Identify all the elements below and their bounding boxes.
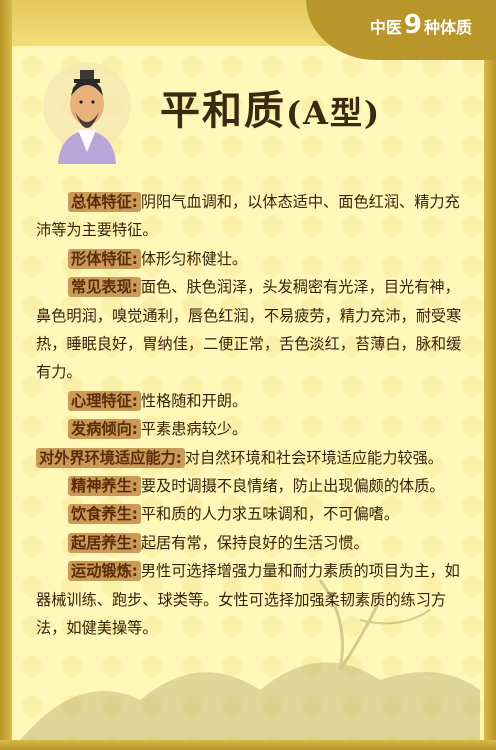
section-text: 阴阳气血调和，以体态适中、面色红润、精力充沛等为主要特征。 — [36, 193, 460, 240]
section-row: 心理特征: 性格随和开朗。 — [36, 387, 464, 415]
section-label: 精神养生: — [68, 476, 141, 497]
header-number: 9 — [403, 10, 422, 40]
section-row: 精神养生: 要及时调摄不良情绪，防止出现偏颇的体质。 — [36, 472, 464, 500]
section-text: 平素患病较少。 — [140, 420, 248, 439]
section-text: 体形匀称健壮。 — [140, 249, 248, 268]
section-text: 面色、肤色润泽，头发稠密有光泽，目光有神，鼻色明润，嗅觉通利，唇色红润，不易疲劳… — [36, 278, 462, 382]
section-text: 平和质的人力求五味调和，不可偏嗜。 — [140, 505, 400, 524]
section-row: 形体特征: 体形匀称健壮。 — [36, 245, 464, 273]
section-label: 起居养生: — [68, 532, 141, 553]
section-label: 发病倾向: — [68, 419, 141, 440]
header-title: 中医 9 种体质 — [369, 10, 472, 40]
section-label: 常见表现: — [68, 277, 141, 298]
section-row: 发病倾向: 平素患病较少。 — [36, 415, 464, 443]
constitution-description: 总体特征: 阴阳气血调和，以体态适中、面色红润、精力充沛等为主要特征。 形体特征:… — [36, 188, 464, 643]
header-prefix: 中医 — [369, 18, 402, 37]
section-text: 起居有常，保持良好的生活习惯。 — [140, 533, 369, 552]
section-row: 常见表现: 面色、肤色润泽，头发稠密有光泽，目光有神，鼻色明润，嗅觉通利，唇色红润… — [36, 273, 464, 387]
frame-left — [0, 0, 12, 750]
section-text: 对自然环境和社会环境适应能力较强。 — [184, 448, 443, 467]
section-row: 起居养生: 起居有常，保持良好的生活习惯。 — [36, 529, 464, 557]
section-row: 对外界环境适应能力: 对自然环境和社会环境适应能力较强。 — [36, 444, 464, 472]
header-tab — [306, 0, 496, 60]
section-label: 形体特征: — [68, 248, 141, 269]
page-title: 平和质(A型) — [160, 78, 381, 136]
title-main: 平和质 — [160, 87, 286, 134]
header-suffix: 种体质 — [423, 18, 472, 37]
section-row: 总体特征: 阴阳气血调和，以体态适中、面色红润、精力充沛等为主要特征。 — [36, 188, 464, 245]
sage-portrait-image — [43, 62, 131, 164]
frame-bottom — [0, 740, 496, 750]
section-label: 总体特征: — [68, 192, 141, 212]
section-text: 要及时调摄不良情绪，防止出现偏颇的体质。 — [140, 477, 445, 496]
section-text: 男性可选择增强力量和耐力素质的项目为主，如器械训练、跑步、球类等。女性可选择加强… — [36, 562, 460, 638]
frame-right — [484, 46, 496, 750]
section-row: 饮食养生: 平和质的人力求五味调和，不可偏嗜。 — [36, 500, 464, 528]
section-label: 运动锻炼: — [68, 561, 141, 582]
section-label: 心理特征: — [68, 390, 141, 411]
section-label: 对外界环境适应能力: — [36, 447, 185, 468]
section-row: 运动锻炼: 男性可选择增强力量和耐力素质的项目为主，如器械训练、跑步、球类等。女性… — [36, 557, 464, 642]
ink-landscape-decoration — [20, 579, 480, 740]
section-label: 饮食养生: — [68, 504, 141, 525]
section-text: 性格随和开朗。 — [140, 391, 248, 410]
title-sub: (A型) — [286, 94, 382, 132]
